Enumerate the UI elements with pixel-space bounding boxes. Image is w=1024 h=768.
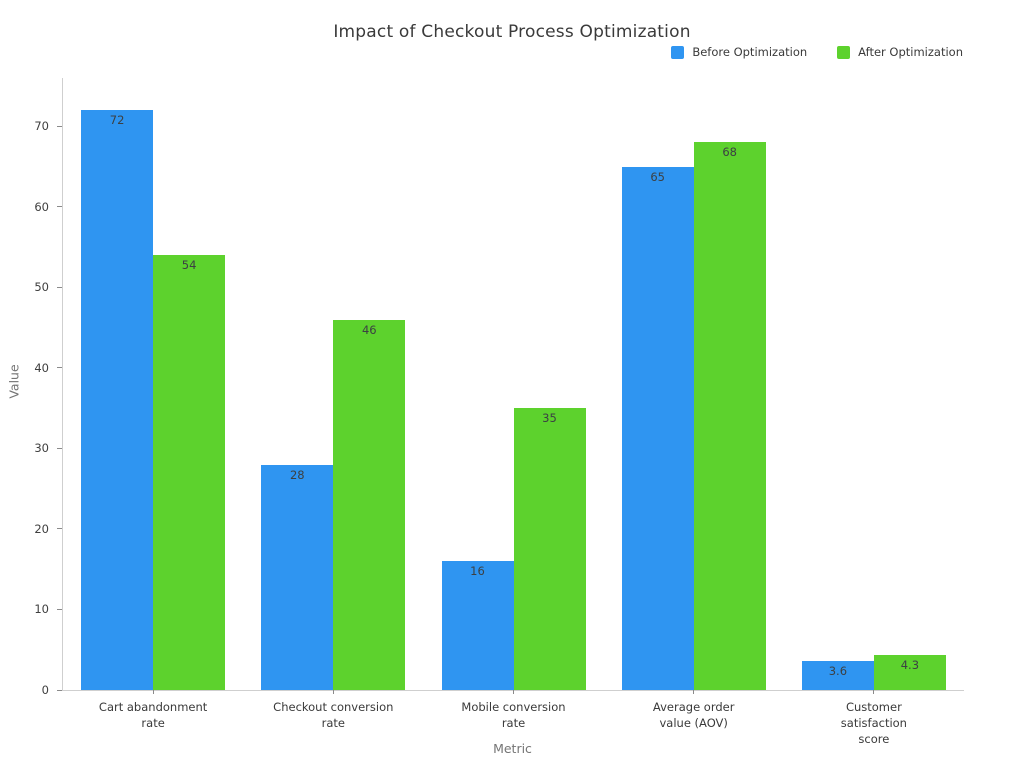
x-axis-title: Metric — [493, 741, 532, 756]
y-tick-mark — [57, 689, 62, 691]
plot-area: 0 10 20 30 40 50 60 70 Cart abandonment rate 72 54… — [34, 78, 964, 746]
bar: 16 — [441, 561, 514, 690]
bar: 35 — [513, 408, 586, 690]
bar-value-label: 46 — [361, 322, 377, 337]
legend-item: Before Optimization — [671, 45, 807, 59]
bar-value-label: 28 — [289, 467, 305, 482]
bar-value-label: 16 — [470, 564, 485, 579]
y-tick-label: 60 — [34, 199, 49, 214]
y-tick-label: 40 — [34, 360, 49, 375]
y-tick-mark — [57, 528, 62, 530]
bar: 72 — [81, 110, 154, 690]
bar-value-label: 4.3 — [900, 658, 920, 673]
y-tick-label: 30 — [34, 441, 49, 456]
y-tick-mark — [57, 447, 62, 449]
bar: 28 — [261, 464, 334, 690]
x-category-label: Average order value (AOV) — [652, 700, 735, 731]
x-category-label: Customer satisfaction score — [840, 700, 907, 747]
y-tick-mark — [57, 367, 62, 369]
bar-value-label: 35 — [542, 411, 557, 426]
bar-value-label: 54 — [181, 258, 197, 273]
y-tick-label: 20 — [34, 521, 49, 536]
legend-label: After Optimization — [858, 45, 963, 59]
bar: 54 — [153, 255, 226, 690]
y-tick-label: 50 — [34, 280, 49, 295]
bar: 46 — [333, 319, 406, 690]
chart-title: Impact of Checkout Process Optimization — [333, 22, 691, 42]
x-category-label: Checkout conversion rate — [273, 700, 394, 731]
x-tick-mark — [693, 690, 695, 694]
bar: 4.3 — [873, 655, 946, 690]
bar: 65 — [621, 166, 694, 690]
bar-value-label: 68 — [722, 145, 737, 160]
y-tick-mark — [57, 608, 62, 610]
y-tick-mark — [57, 206, 62, 208]
y-tick-label: 0 — [41, 683, 49, 697]
x-category-label: Cart abandonment rate — [98, 700, 208, 731]
y-tick-label: 10 — [34, 602, 49, 617]
legend-item: After Optimization — [837, 45, 963, 59]
y-tick-mark — [57, 286, 62, 288]
y-tick-label: 70 — [34, 119, 49, 134]
y-axis-title: Value — [6, 364, 22, 399]
x-tick-mark — [332, 690, 334, 694]
bar: 3.6 — [801, 661, 874, 690]
x-category-label: Mobile conversion rate — [461, 700, 566, 731]
legend-label: Before Optimization — [692, 45, 808, 59]
bar-value-label: 3.6 — [828, 664, 848, 678]
bar: 68 — [693, 142, 766, 690]
x-tick-mark — [513, 690, 514, 694]
bar-value-label: 72 — [109, 113, 125, 128]
bar-value-label: 65 — [650, 169, 665, 184]
legend-swatch-icon — [837, 45, 851, 59]
legend-swatch-icon — [671, 45, 685, 59]
legend: Before Optimization After Optimization — [671, 45, 963, 59]
y-tick-mark — [57, 125, 62, 127]
x-tick-mark — [873, 690, 875, 694]
x-tick-mark — [152, 690, 154, 694]
